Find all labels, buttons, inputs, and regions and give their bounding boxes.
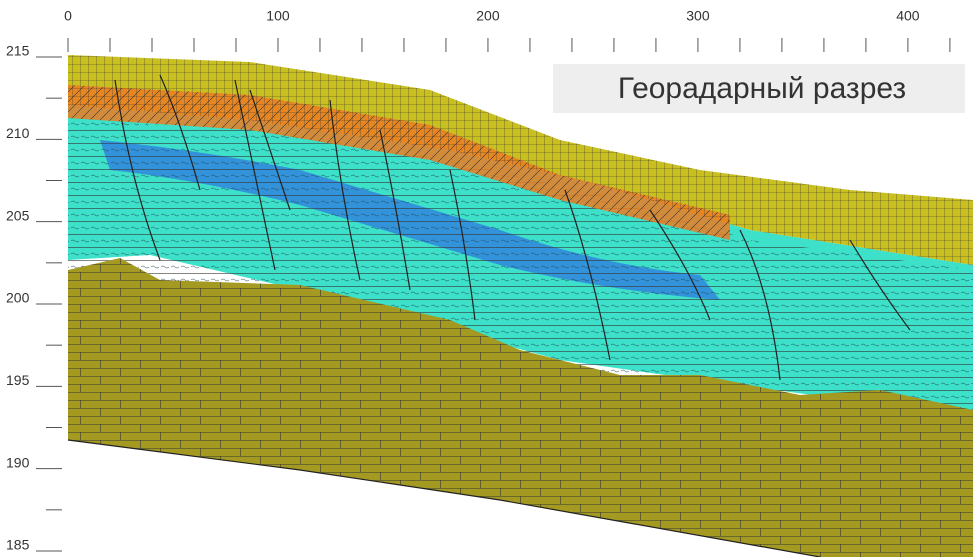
chart-title: Георадарный разрез xyxy=(618,72,906,105)
section-layers xyxy=(68,55,973,557)
x-tick-label: 400 xyxy=(896,8,920,24)
x-tick-label: 100 xyxy=(266,8,290,24)
y-tick-label: 185 xyxy=(6,537,30,553)
chart: Георадарный разрез 0 100 200 300 400 185 190 19… xyxy=(0,0,973,557)
x-tick-label: 300 xyxy=(686,8,710,24)
y-tick-label: 205 xyxy=(6,207,30,223)
y-tick-label: 200 xyxy=(6,290,30,306)
y-tick-label: 210 xyxy=(6,125,30,141)
x-tick-label: 200 xyxy=(476,8,500,24)
y-tick-label: 190 xyxy=(6,454,30,470)
x-tick-label: 0 xyxy=(64,8,72,24)
y-tick-label: 215 xyxy=(6,43,30,59)
y-tick-label: 195 xyxy=(6,372,30,388)
